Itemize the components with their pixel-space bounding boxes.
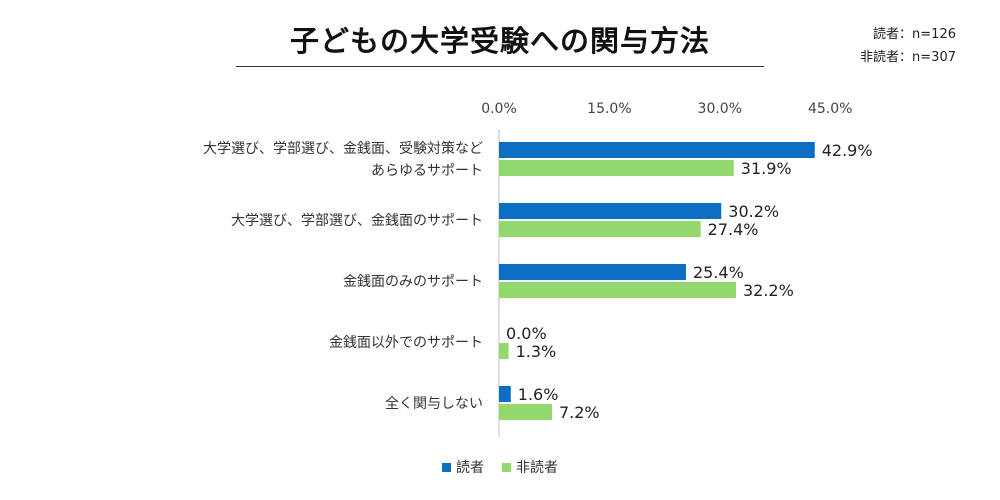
data-label-nonreaders: 1.3% (516, 342, 557, 361)
data-label-nonreaders: 32.2% (743, 281, 794, 300)
title-underline (236, 66, 764, 67)
legend-item-readers: 読者 (442, 457, 484, 477)
legend-item-nonreaders: 非読者 (502, 457, 558, 477)
sample-size-note: 読者：n=126 非読者：n=307 (860, 23, 956, 69)
category-label: 大学選び、学部選び、金銭面、受験対策など (203, 140, 483, 157)
chart-title: 子どもの大学受験への関与方法 (289, 24, 710, 58)
bar-nonreaders (499, 404, 552, 420)
legend-label-readers: 読者 (456, 460, 484, 476)
bar-readers (499, 203, 722, 219)
bar-nonreaders (499, 282, 736, 298)
legend-swatch-readers (442, 462, 451, 472)
bar-nonreaders (499, 221, 701, 237)
data-label-nonreaders: 7.2% (559, 403, 600, 422)
chart-legend: 読者 非読者 (0, 457, 1000, 477)
x-tick-label: 15.0% (587, 101, 631, 117)
reader-count: 読者：n=126 (873, 27, 956, 42)
x-tick-label: 0.0% (481, 101, 517, 117)
bar-readers (499, 142, 815, 158)
bar-readers (499, 264, 686, 280)
x-tick-label: 30.0% (698, 101, 742, 117)
data-label-readers: 42.9% (822, 141, 873, 160)
data-label-readers: 0.0% (506, 324, 547, 343)
category-label: 全く関与しない (385, 395, 483, 412)
x-tick-label: 45.0% (808, 101, 852, 117)
bar-nonreaders (499, 160, 734, 176)
data-label-nonreaders: 27.4% (708, 220, 759, 239)
category-label: 金銭面以外でのサポート (329, 335, 483, 351)
legend-label-nonreaders: 非読者 (516, 460, 558, 476)
data-label-nonreaders: 31.9% (741, 159, 792, 178)
category-label: 大学選び、学部選び、金銭面のサポート (231, 213, 483, 229)
category-label: あらゆるサポート (371, 163, 483, 179)
data-label-readers: 30.2% (728, 202, 779, 221)
legend-swatch-nonreaders (502, 462, 511, 472)
data-label-readers: 25.4% (693, 263, 744, 282)
category-label: 金銭面のみのサポート (343, 274, 483, 290)
nonreader-count: 非読者：n=307 (860, 50, 956, 65)
bar-readers (499, 386, 511, 402)
data-label-readers: 1.6% (518, 385, 559, 404)
bar-nonreaders (499, 343, 509, 359)
